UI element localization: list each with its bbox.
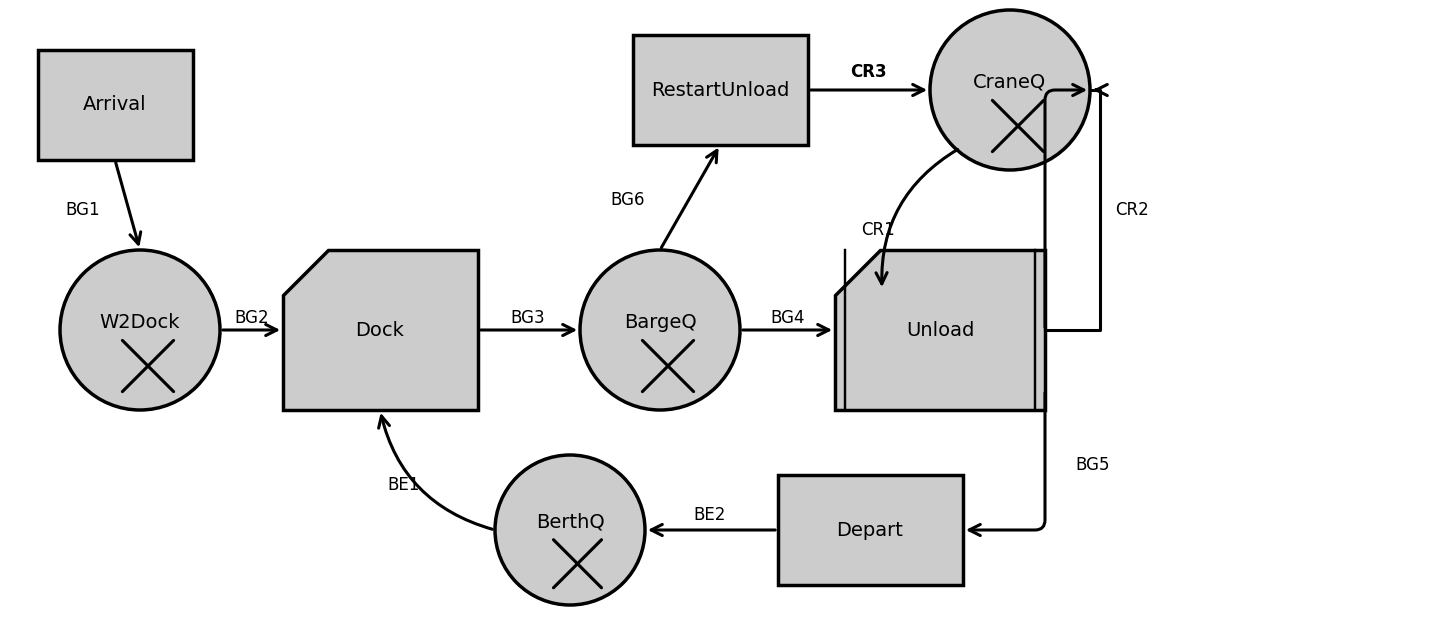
Text: BerthQ: BerthQ <box>535 513 604 532</box>
Text: BargeQ: BargeQ <box>623 313 696 331</box>
Text: BE1: BE1 <box>388 476 420 494</box>
Text: BG6: BG6 <box>610 191 645 209</box>
Text: BG3: BG3 <box>510 309 545 327</box>
Text: BG1: BG1 <box>65 201 99 219</box>
Ellipse shape <box>930 10 1090 170</box>
Polygon shape <box>835 250 1045 410</box>
Text: Arrival: Arrival <box>84 96 147 115</box>
Text: Depart: Depart <box>836 520 904 540</box>
Text: CR2: CR2 <box>1115 201 1149 219</box>
Ellipse shape <box>495 455 645 605</box>
Text: CR3: CR3 <box>849 63 887 81</box>
Text: RestartUnload: RestartUnload <box>650 80 789 99</box>
Text: W2Dock: W2Dock <box>99 313 180 331</box>
Ellipse shape <box>580 250 740 410</box>
Text: Unload: Unload <box>906 320 975 340</box>
FancyBboxPatch shape <box>633 35 808 145</box>
Ellipse shape <box>61 250 221 410</box>
Text: Dock: Dock <box>356 320 404 340</box>
Text: BG2: BG2 <box>235 309 270 327</box>
Text: BG5: BG5 <box>1074 456 1109 474</box>
Polygon shape <box>283 250 477 410</box>
FancyBboxPatch shape <box>777 475 962 585</box>
Text: CraneQ: CraneQ <box>973 73 1047 92</box>
Text: BE2: BE2 <box>694 506 727 524</box>
Text: BG4: BG4 <box>771 309 805 327</box>
Text: CR1: CR1 <box>861 221 895 239</box>
FancyBboxPatch shape <box>37 50 192 160</box>
